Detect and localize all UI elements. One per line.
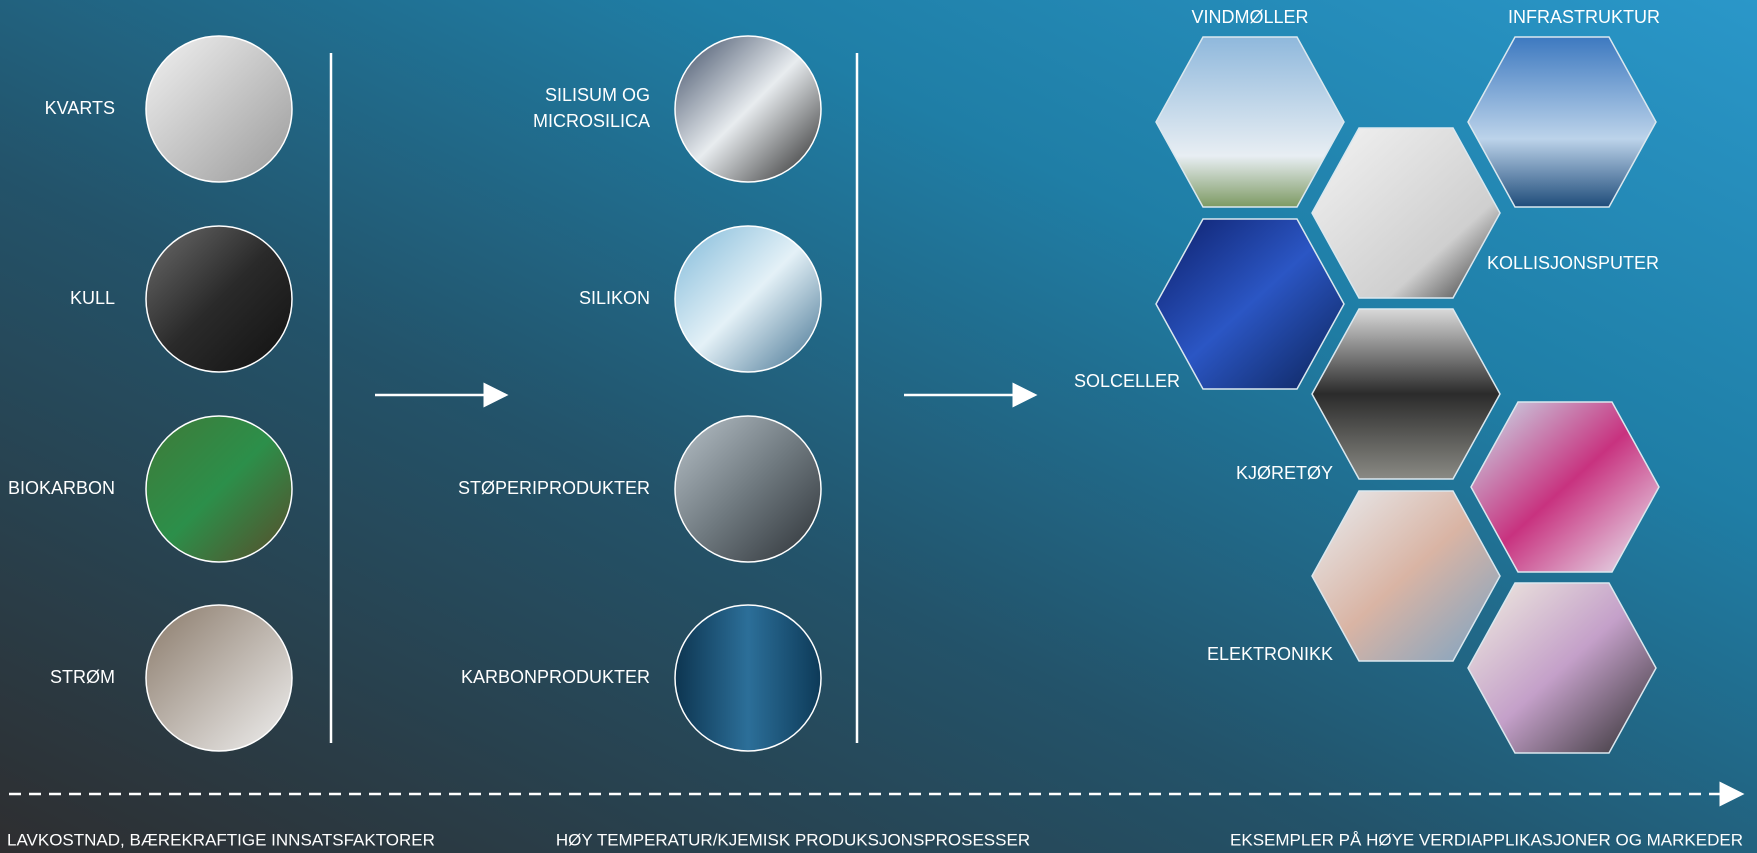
stage-caption: EKSEMPLER PÅ HØYE VERDIAPPLIKASJONER OG … xyxy=(1230,830,1743,849)
application-image xyxy=(1467,36,1657,208)
application-image xyxy=(1311,308,1501,480)
product-label: MICROSILICA xyxy=(533,111,650,131)
application-label: KOLLISJONSPUTER xyxy=(1487,253,1659,273)
application-image xyxy=(1155,36,1345,208)
input-image xyxy=(145,604,293,752)
input-label: KULL xyxy=(70,288,115,308)
product-label: SILISUM OG xyxy=(545,85,650,105)
product-image xyxy=(674,604,822,752)
input-image xyxy=(145,415,293,563)
application-image xyxy=(1470,401,1660,573)
application-label: SOLCELLER xyxy=(1074,371,1180,391)
application-label: VINDMØLLER xyxy=(1191,7,1308,27)
product-label: SILIKON xyxy=(579,288,650,308)
application-image xyxy=(1311,490,1501,662)
application-label: INFRASTRUKTUR xyxy=(1508,7,1660,27)
application-image xyxy=(1155,218,1345,390)
product-image xyxy=(674,415,822,563)
input-image xyxy=(145,225,293,373)
application-image xyxy=(1467,582,1657,754)
stage-caption: HØY TEMPERATUR/KJEMISK PRODUKSJONSPROSES… xyxy=(556,830,1030,849)
application-label: ELEKTRONIKK xyxy=(1207,644,1333,664)
stage-caption: LAVKOSTNAD, BÆREKRAFTIGE INNSATSFAKTORER xyxy=(7,830,435,849)
input-image xyxy=(145,35,293,183)
product-label: STØPERIPRODUKTER xyxy=(458,478,650,498)
input-label: BIOKARBON xyxy=(8,478,115,498)
application-image xyxy=(1311,127,1501,299)
application-label: KJØRETØY xyxy=(1236,463,1333,483)
product-image xyxy=(674,35,822,183)
product-label: KARBONPRODUKTER xyxy=(461,667,650,687)
input-label: STRØM xyxy=(50,667,115,687)
input-label: KVARTS xyxy=(45,98,115,118)
product-image xyxy=(674,225,822,373)
